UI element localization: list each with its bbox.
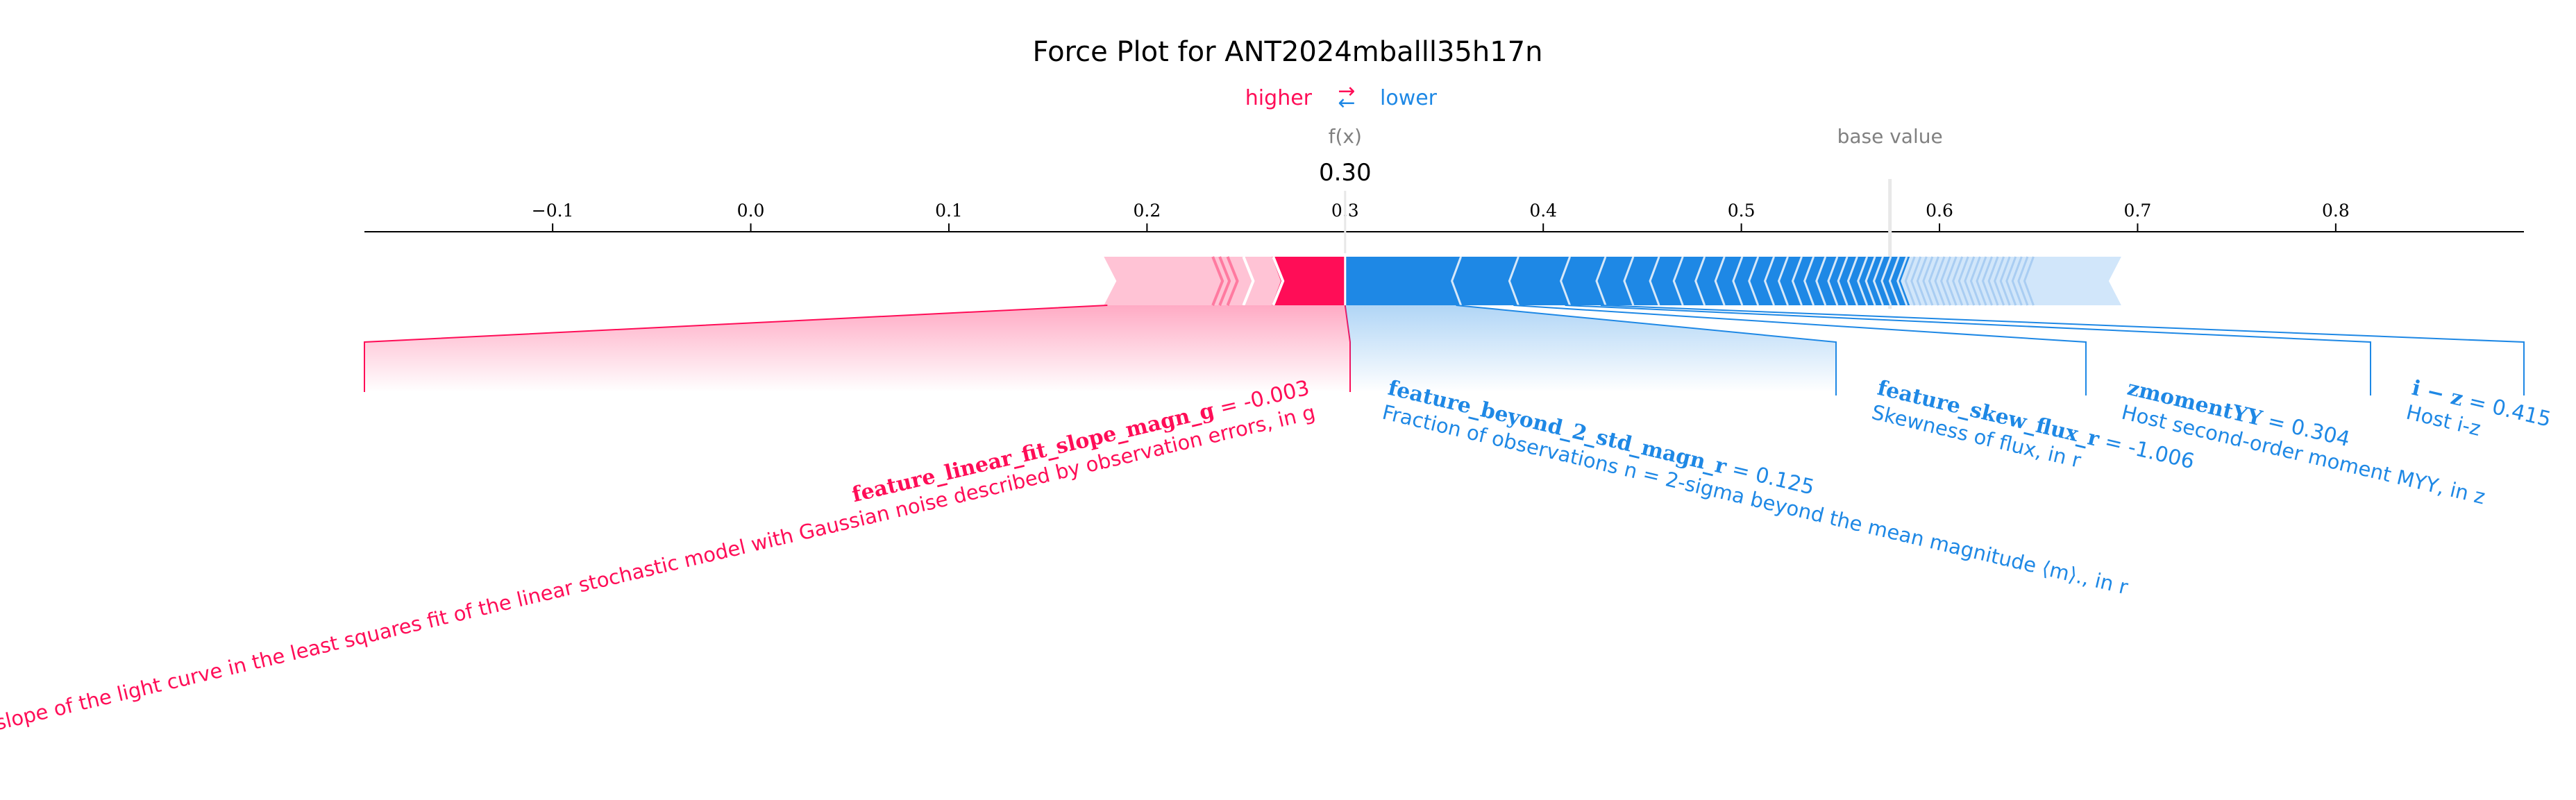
legend-arrow-right-icon: → bbox=[1338, 79, 1355, 103]
negative-segment-divider bbox=[1922, 256, 1934, 306]
negative-segment-divider bbox=[1964, 256, 1976, 306]
negative-segment-divider bbox=[1872, 256, 1884, 306]
negative-segment-divider bbox=[1939, 256, 1952, 306]
negative-segment-divider bbox=[1910, 256, 1922, 306]
negative-segment-divider bbox=[1451, 256, 1463, 306]
connector-fill bbox=[1345, 305, 1836, 392]
axis-tick-label: 0.0 bbox=[737, 201, 765, 221]
axis-tick-label: 0.4 bbox=[1529, 201, 1557, 221]
force-bars bbox=[1104, 256, 2121, 306]
feature-connectors bbox=[364, 305, 2525, 395]
positive-segment-divider bbox=[1272, 256, 1285, 306]
negative-segment-divider bbox=[1857, 256, 1869, 306]
negative-segment-divider bbox=[2005, 256, 2017, 306]
axis-tick-label: 0.2 bbox=[1133, 201, 1161, 221]
negative-segment-divider bbox=[1888, 256, 1900, 306]
negative-segment-divider bbox=[1748, 256, 1760, 306]
negative-segment-divider bbox=[2017, 256, 2029, 306]
negative-segment-divider bbox=[1560, 256, 1572, 306]
axis-tick-label: 0.5 bbox=[1728, 201, 1756, 221]
legend-higher: higher bbox=[1245, 86, 1313, 110]
x-axis: −0.1 0.0 0.1 0.2 0.3 0.4 0.5 0.6 0.7 0.8 bbox=[364, 201, 2524, 232]
negative-segment-divider bbox=[1946, 256, 1958, 306]
axis-tick-label: 0.6 bbox=[1926, 201, 1953, 221]
positive-segment-divider bbox=[1226, 256, 1239, 306]
connector-line bbox=[1456, 305, 1837, 395]
legend: higher → ← lower bbox=[1245, 79, 1438, 115]
axis-tick-label: 0.1 bbox=[935, 201, 963, 221]
negative-segment-divider bbox=[1815, 256, 1827, 306]
chart-title: Force Plot for ANT2024mballl35h17n bbox=[1033, 36, 1543, 68]
feature-description: The slope of the light curve in the leas… bbox=[0, 400, 1318, 745]
negative-segment-divider bbox=[1981, 256, 1993, 306]
negative-segment-divider bbox=[1508, 256, 1519, 306]
negative-segment-divider bbox=[1896, 256, 1908, 306]
negative-segment-divider bbox=[1969, 256, 1981, 306]
connector-line bbox=[1600, 305, 2525, 395]
negative-segment-divider bbox=[1672, 256, 1684, 306]
negative-segment-divider bbox=[1803, 256, 1815, 306]
connector-line bbox=[1565, 305, 2371, 395]
negative-segment-divider bbox=[1623, 256, 1635, 306]
axis-tick-label: −0.1 bbox=[532, 201, 574, 221]
negative-segment-divider bbox=[1928, 256, 1939, 306]
negative-segment-divider bbox=[1827, 256, 1839, 306]
positive-segment-divider bbox=[1218, 256, 1231, 306]
negative-segment-divider bbox=[1958, 256, 1969, 306]
legend-lower: lower bbox=[1380, 86, 1438, 110]
positive-segment-divider bbox=[1211, 256, 1224, 306]
axis-tick-label: 0.7 bbox=[2124, 201, 2152, 221]
fx-value: 0.30 bbox=[1319, 159, 1372, 187]
negative-segment-divider bbox=[1864, 256, 1876, 306]
negative-segment-divider bbox=[1649, 256, 1660, 306]
negative-segment-divider bbox=[1987, 256, 1999, 306]
connector-line bbox=[1513, 305, 2087, 395]
negative-segment-divider bbox=[1714, 256, 1726, 306]
negative-segment-divider bbox=[1791, 256, 1803, 306]
connector-fill bbox=[364, 305, 1350, 392]
negative-segment-divider bbox=[1763, 256, 1775, 306]
positive-force-bar bbox=[1272, 257, 1345, 305]
connector-line bbox=[364, 305, 1108, 392]
negative-segment-divider bbox=[1976, 256, 1987, 306]
negative-segment-divider bbox=[2023, 256, 2035, 306]
negative-segment-divider bbox=[1777, 256, 1789, 306]
base-value-label: base value bbox=[1837, 125, 1943, 148]
negative-segment-divider bbox=[2011, 256, 2023, 306]
negative-segment-divider bbox=[1595, 256, 1607, 306]
negative-segment-divider bbox=[1837, 256, 1849, 306]
negative-segment-divider bbox=[1952, 256, 1964, 306]
negative-segment-divider bbox=[1880, 256, 1892, 306]
negative-segment-divider bbox=[1732, 256, 1744, 306]
negative-force-bar bbox=[1345, 257, 1910, 305]
fx-label: f(x) bbox=[1329, 125, 1362, 148]
legend-arrow-left-icon: ← bbox=[1338, 91, 1355, 115]
negative-segment-divider bbox=[1934, 256, 1946, 306]
feature-label: feature_linear_fit_slope_magn_g = -0.003 bbox=[850, 376, 1312, 508]
negative-segment-divider bbox=[1999, 256, 2011, 306]
axis-tick-label: 0.8 bbox=[2322, 201, 2350, 221]
negative-segment-divider bbox=[1846, 256, 1858, 306]
negative-segment-divider bbox=[1694, 256, 1706, 306]
negative-segment-divider bbox=[1904, 256, 1916, 306]
negative-segment-divider bbox=[1916, 256, 1928, 306]
negative-segment-divider bbox=[1994, 256, 2005, 306]
feature-labels: feature_linear_fit_slope_magn_g = -0.003… bbox=[0, 376, 2553, 745]
feature-label-group: feature_linear_fit_slope_magn_g = -0.003… bbox=[0, 376, 1318, 745]
positive-segment-divider bbox=[1242, 256, 1255, 306]
